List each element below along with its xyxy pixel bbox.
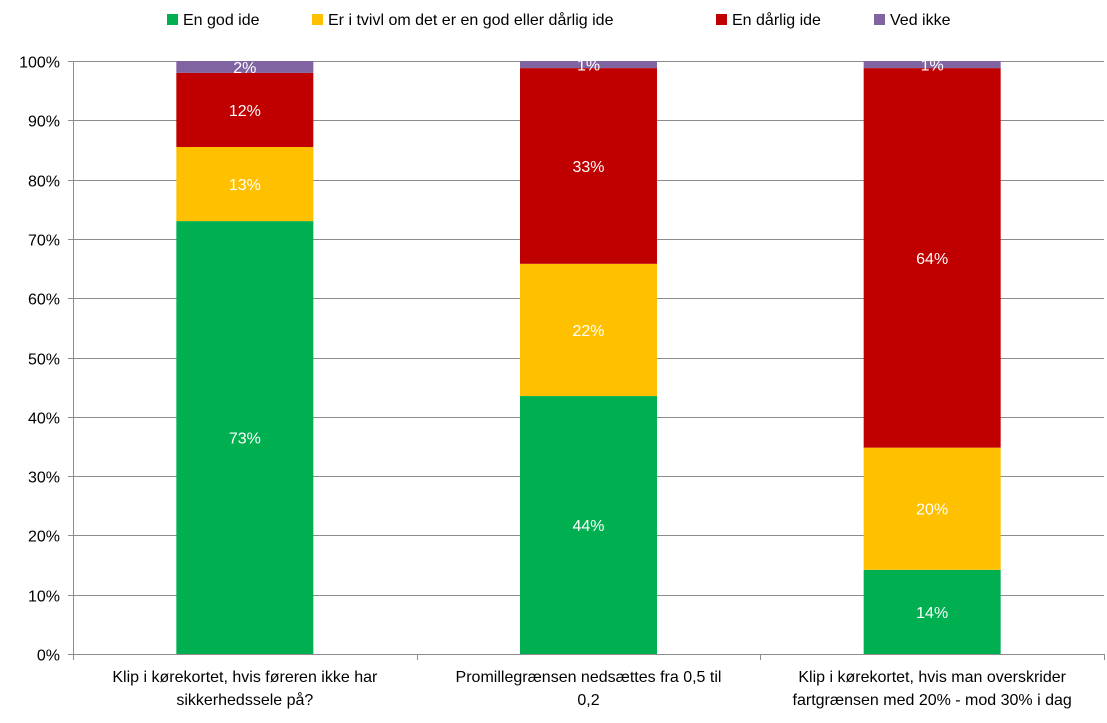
legend-label: En god ide — [183, 12, 260, 29]
x-tick-label: Klip i kørekortet, hvis man overskrider — [798, 669, 1066, 686]
legend-swatch — [874, 14, 885, 25]
x-tick-labels: Klip i kørekortet, hvis føreren ikke har… — [112, 669, 1071, 709]
data-label: 1% — [921, 58, 944, 75]
y-tick-label: 50% — [28, 352, 60, 369]
bar-segment — [176, 221, 314, 655]
legend-label: Ved ikke — [890, 12, 951, 29]
legend-label: En dårlig ide — [732, 11, 821, 29]
x-tick-label: Klip i kørekortet, hvis føreren ikke har — [112, 669, 378, 686]
data-label: 14% — [916, 605, 948, 622]
y-tick-label: 60% — [28, 292, 60, 309]
data-label: 20% — [916, 502, 948, 519]
bar-segment — [863, 68, 1001, 448]
bar-segment — [176, 146, 314, 222]
bar-segment — [520, 61, 657, 69]
y-tick-label: 80% — [28, 174, 60, 191]
bar-segment — [863, 61, 1001, 69]
bar-segment — [520, 68, 657, 264]
legend-swatch — [167, 14, 178, 25]
y-tick-label: 40% — [28, 411, 60, 428]
bars — [176, 61, 1001, 655]
data-label: 2% — [233, 60, 256, 77]
bar-segment — [863, 569, 1001, 654]
x-tick-label: sikkerhedssele på? — [176, 691, 313, 709]
data-labels: 73% 13% 12% 2% 44% 22% 33% 1% 14% 20% 64% 1% — [229, 58, 948, 622]
data-label: 33% — [572, 159, 604, 176]
y-tick-label: 30% — [28, 470, 60, 487]
bar-segment — [176, 72, 314, 147]
data-label: 1% — [577, 58, 600, 75]
y-tick-labels: 0% 10% 20% 30% 40% 50% 60% 70% 80% 90% 100% — [19, 55, 60, 665]
legend-label: Er i tvivl om det er en god eller dårlig… — [328, 11, 614, 29]
axes — [68, 61, 1105, 660]
data-label: 64% — [916, 251, 948, 268]
y-tick-label: 100% — [19, 55, 60, 72]
legend-swatch — [716, 14, 727, 25]
bar-segment — [176, 61, 314, 73]
y-tick-label: 90% — [28, 114, 60, 131]
x-tick-label: Promillegrænsen nedsættes fra 0,5 til — [456, 669, 722, 686]
data-label: 12% — [229, 103, 261, 120]
x-tick-label: fartgrænsen med 20% - mod 30% i dag — [793, 692, 1072, 709]
x-tick-label: 0,2 — [577, 692, 599, 709]
bar-segment — [520, 396, 657, 654]
y-tick-label: 20% — [28, 529, 60, 546]
y-tick-label: 0% — [37, 648, 60, 665]
legend: En god ide Er i tvivl om det er en god el… — [167, 11, 951, 29]
bar-segment — [863, 447, 1001, 570]
y-tick-label: 70% — [28, 233, 60, 250]
data-label: 44% — [572, 518, 604, 535]
legend-swatch — [312, 14, 323, 25]
bar-segment — [520, 263, 657, 397]
data-label: 13% — [229, 177, 261, 194]
y-tick-label: 10% — [28, 589, 60, 606]
data-label: 73% — [229, 431, 261, 448]
data-label: 22% — [572, 323, 604, 340]
